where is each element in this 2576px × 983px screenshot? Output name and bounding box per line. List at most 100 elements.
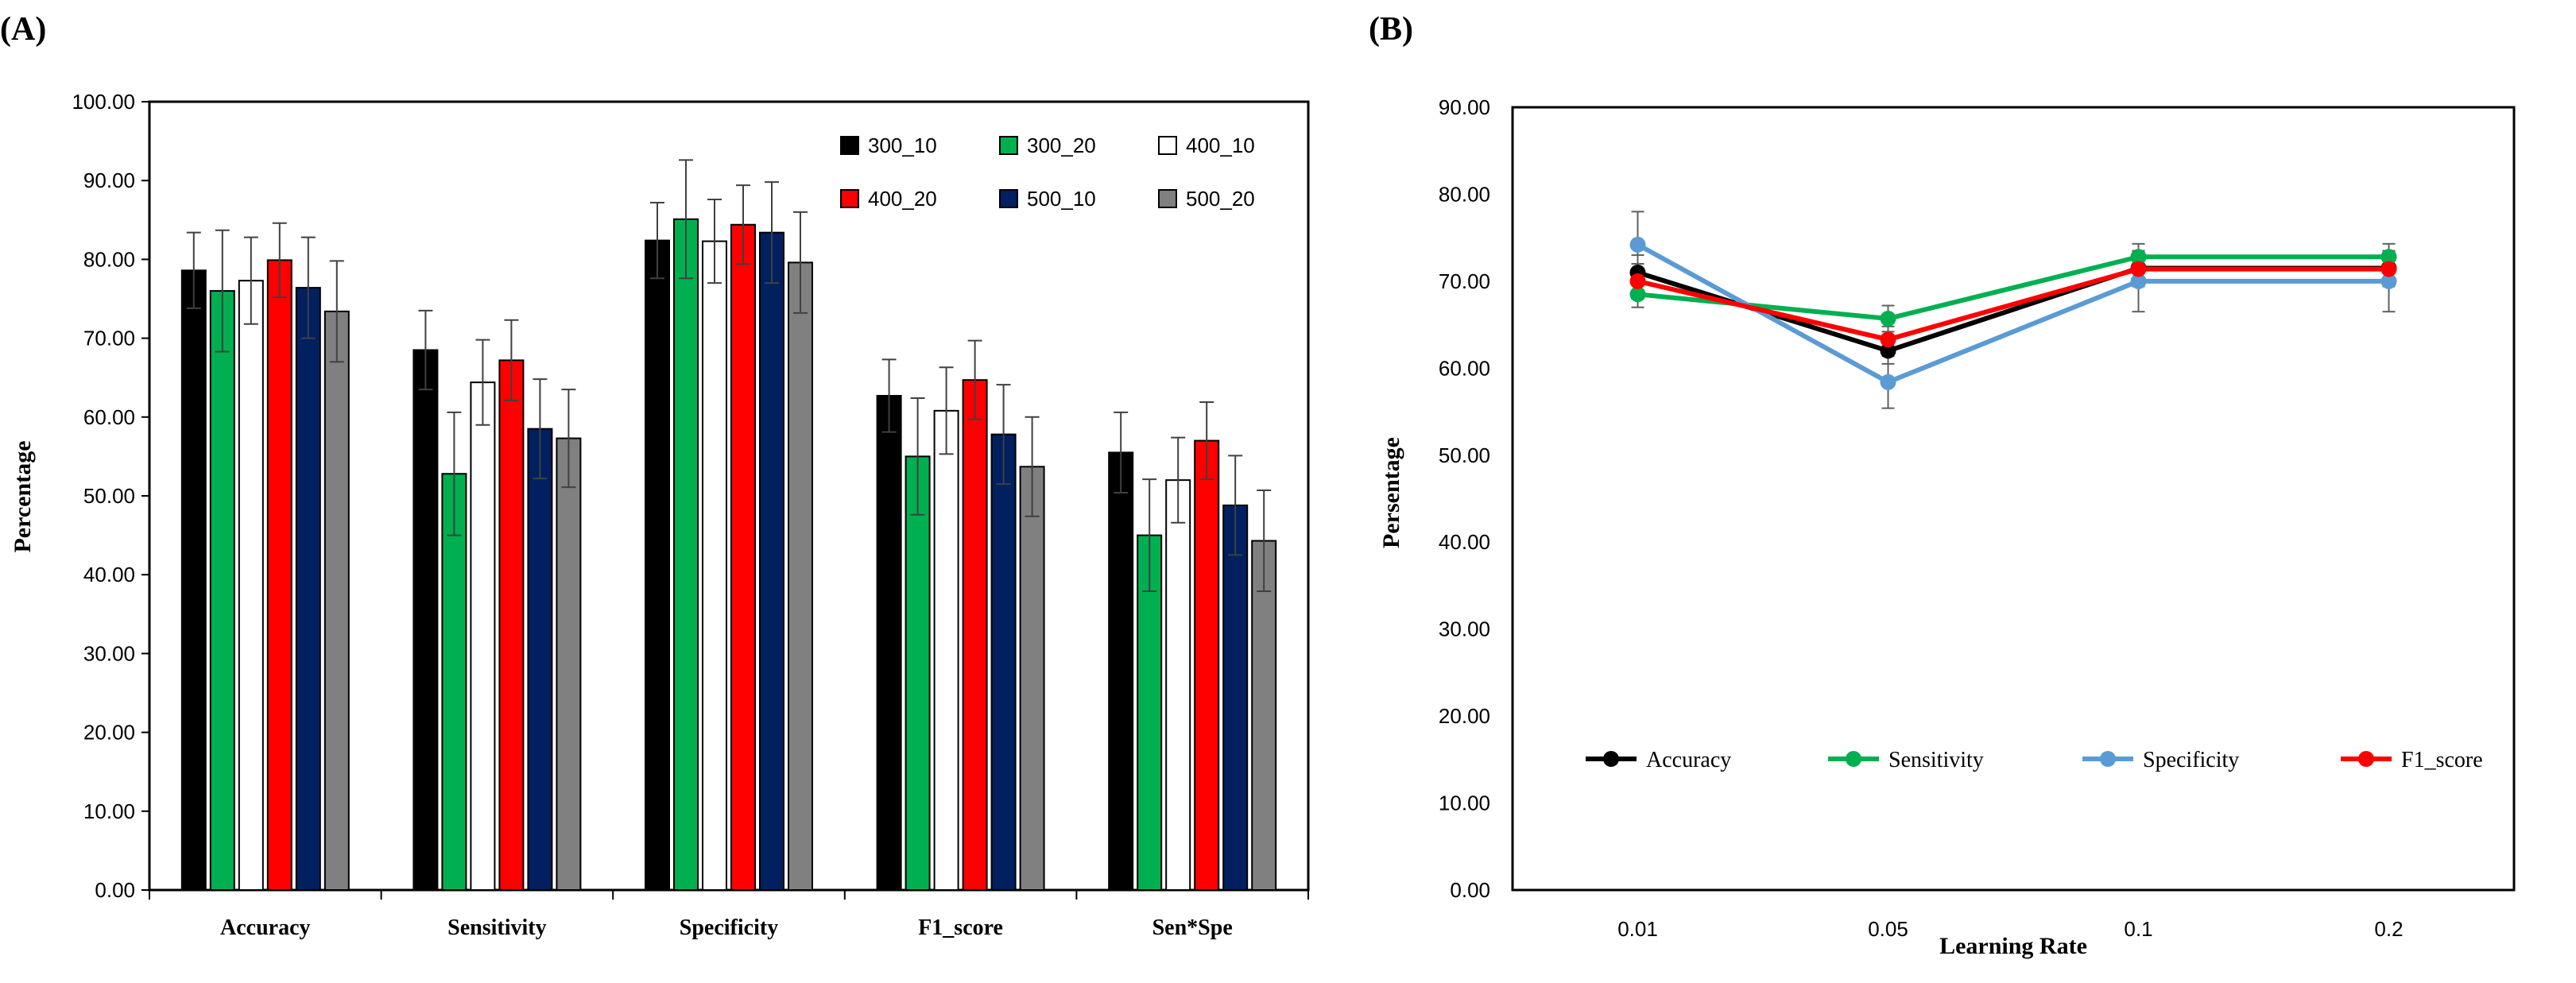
a-legend-swatch-300-10: [840, 136, 859, 155]
b-legend-label-sensitivity: Sensitivity: [1888, 748, 1984, 772]
b-legend-marker-f1-score: [2358, 751, 2374, 767]
a-legend-label-500-20: 500_20: [1186, 187, 1255, 211]
a-legend-swatch-500-10: [999, 189, 1018, 208]
a-bar-400-20-sen-spe: [1194, 439, 1220, 891]
a-legend-swatch-300-20: [999, 136, 1018, 155]
panel-b-label: (B): [1369, 11, 1413, 48]
a-bar-500-20-f1-score: [1019, 466, 1045, 891]
b-legend-marker-sensitivity: [1846, 751, 1861, 767]
a-bar-500-10-sensitivity: [527, 428, 553, 891]
b-line-sensitivity: [1637, 254, 2389, 321]
b-y-tick-label: 40.00: [1439, 530, 1490, 554]
b-point-f1-score-0-01: [1629, 273, 1646, 289]
b-legend-label-specificity: Specificity: [2143, 748, 2239, 772]
a-y-tick-label: 60.00: [83, 405, 135, 429]
a-legend-label-400-20: 400_20: [868, 187, 937, 211]
b-y-tick-label: 20.00: [1439, 704, 1490, 728]
a-bar-300-10-sen-spe: [1108, 451, 1134, 891]
a-legend-swatch-400-20: [840, 189, 859, 208]
a-bar-300-10-sensitivity: [413, 349, 439, 892]
b-point-sensitivity-0-1: [2130, 249, 2147, 265]
a-y-tick-label: 0.00: [95, 878, 135, 902]
a-bar-400-10-sensitivity: [470, 381, 496, 892]
b-legend-marker-specificity: [2100, 751, 2116, 767]
a-bar-400-10-specificity: [702, 240, 727, 892]
a-y-tick-label: 50.00: [83, 484, 135, 508]
a-y-tick-label: 20.00: [83, 721, 135, 745]
a-bar-500-20-sen-spe: [1251, 540, 1277, 891]
panel-a-plot-frame: [148, 100, 1310, 892]
a-x-tick-label-specificity: Specificity: [680, 915, 778, 940]
a-y-tick-label: 10.00: [83, 799, 135, 823]
a-bar-400-10-accuracy: [238, 280, 264, 891]
a-bar-400-20-accuracy: [266, 259, 292, 891]
a-bar-300-20-sen-spe: [1137, 534, 1163, 891]
b-legend-label-accuracy: Accuracy: [1646, 748, 1731, 772]
b-point-specificity-0-01: [1629, 236, 1646, 253]
b-y-tick-label: 10.00: [1439, 791, 1490, 815]
a-bar-300-10-accuracy: [180, 269, 207, 891]
a-x-tick-label-sen-spe: Sen*Spe: [1152, 915, 1233, 940]
a-bar-500-10-accuracy: [295, 287, 321, 891]
panel-a-bar-chart: (A) Percentage 0.00 10.00 20.00 30.00 40.00 5…: [0, 11, 1310, 940]
b-x-tick-label-0-2: 0.2: [2374, 917, 2403, 941]
a-bar-300-20-sensitivity: [441, 473, 467, 891]
panel-b-plot-frame: [1511, 106, 2516, 892]
panel-a-label: (A): [0, 11, 46, 48]
b-point-specificity-0-05: [1880, 373, 1896, 390]
a-bar-300-20-f1-score: [905, 455, 931, 891]
a-bar-400-20-specificity: [730, 223, 756, 891]
a-bar-300-10-f1-score: [876, 395, 902, 891]
a-legend-swatch-500-20: [1158, 189, 1177, 208]
b-y-tick-label: 30.00: [1439, 617, 1490, 641]
b-point-f1-score-0-1: [2130, 261, 2147, 277]
a-y-tick-label: 30.00: [83, 641, 135, 665]
b-y-tick-label: 90.00: [1439, 95, 1490, 119]
a-bar-300-20-accuracy: [209, 290, 235, 891]
b-y-tick-label: 60.00: [1439, 356, 1490, 380]
b-y-tick-label: 50.00: [1439, 443, 1490, 467]
a-y-tick-label: 70.00: [83, 327, 135, 350]
a-bar-300-10-specificity: [645, 239, 670, 892]
a-bar-500-20-accuracy: [323, 310, 350, 891]
a-bar-400-10-sen-spe: [1165, 479, 1191, 891]
b-point-f1-score-0-05: [1880, 331, 1896, 348]
b-y-tick-label: 0.00: [1450, 878, 1490, 902]
a-legend-label-500-10: 500_10: [1027, 187, 1096, 211]
a-legend-label-400-10: 400_10: [1186, 134, 1255, 157]
a-bar-400-10-f1-score: [933, 409, 959, 891]
b-x-tick-label-0-01: 0.01: [1617, 917, 1658, 941]
b-point-sensitivity-0-01: [1629, 286, 1646, 303]
a-bar-500-10-specificity: [759, 231, 784, 891]
a-legend-swatch-400-10: [1158, 136, 1177, 155]
a-bar-500-20-sensitivity: [556, 437, 582, 891]
b-point-sensitivity-0-2: [2380, 249, 2397, 265]
panel-a-y-axis-label: Percentage: [10, 440, 36, 552]
b-legend-label-f1-score: F1_score: [2401, 748, 2483, 772]
b-x-tick-label-0-1: 0.1: [2124, 917, 2152, 941]
b-point-f1-score-0-2: [2380, 261, 2397, 277]
b-x-tick-label-0-05: 0.05: [1868, 917, 1908, 941]
panel-b-y-axis-label: Persentage: [1378, 437, 1404, 548]
a-bar-500-10-sen-spe: [1222, 504, 1249, 891]
b-y-tick-label: 80.00: [1439, 182, 1490, 206]
a-bar-500-10-f1-score: [990, 433, 1017, 891]
a-bar-300-20-specificity: [673, 218, 699, 892]
a-bar-500-20-specificity: [788, 261, 813, 892]
a-bar-400-20-f1-score: [962, 379, 988, 891]
panel-b-line-chart: (B) Persentage Learning Rate 0.00 10.00 20…: [1369, 11, 2516, 959]
b-point-accuracy-0-05: [1880, 343, 1896, 359]
a-y-tick-label: 80.00: [83, 247, 135, 271]
b-line-f1-score: [1637, 266, 2389, 343]
a-x-tick-label-accuracy: Accuracy: [220, 915, 311, 940]
b-legend-marker-accuracy: [1603, 751, 1619, 767]
b-point-sensitivity-0-05: [1880, 310, 1896, 327]
b-point-specificity-0-2: [2380, 273, 2397, 289]
a-bar-400-20-sensitivity: [498, 359, 525, 892]
b-point-specificity-0-1: [2130, 273, 2147, 289]
a-y-tick-label: 100.00: [72, 90, 135, 114]
b-line-specificity: [1637, 242, 2389, 385]
a-y-tick-label: 40.00: [83, 563, 135, 586]
a-legend-label-300-10: 300_10: [868, 134, 937, 157]
